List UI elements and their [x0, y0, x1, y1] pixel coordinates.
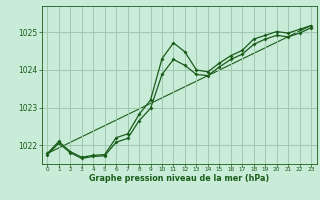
- X-axis label: Graphe pression niveau de la mer (hPa): Graphe pression niveau de la mer (hPa): [89, 174, 269, 183]
